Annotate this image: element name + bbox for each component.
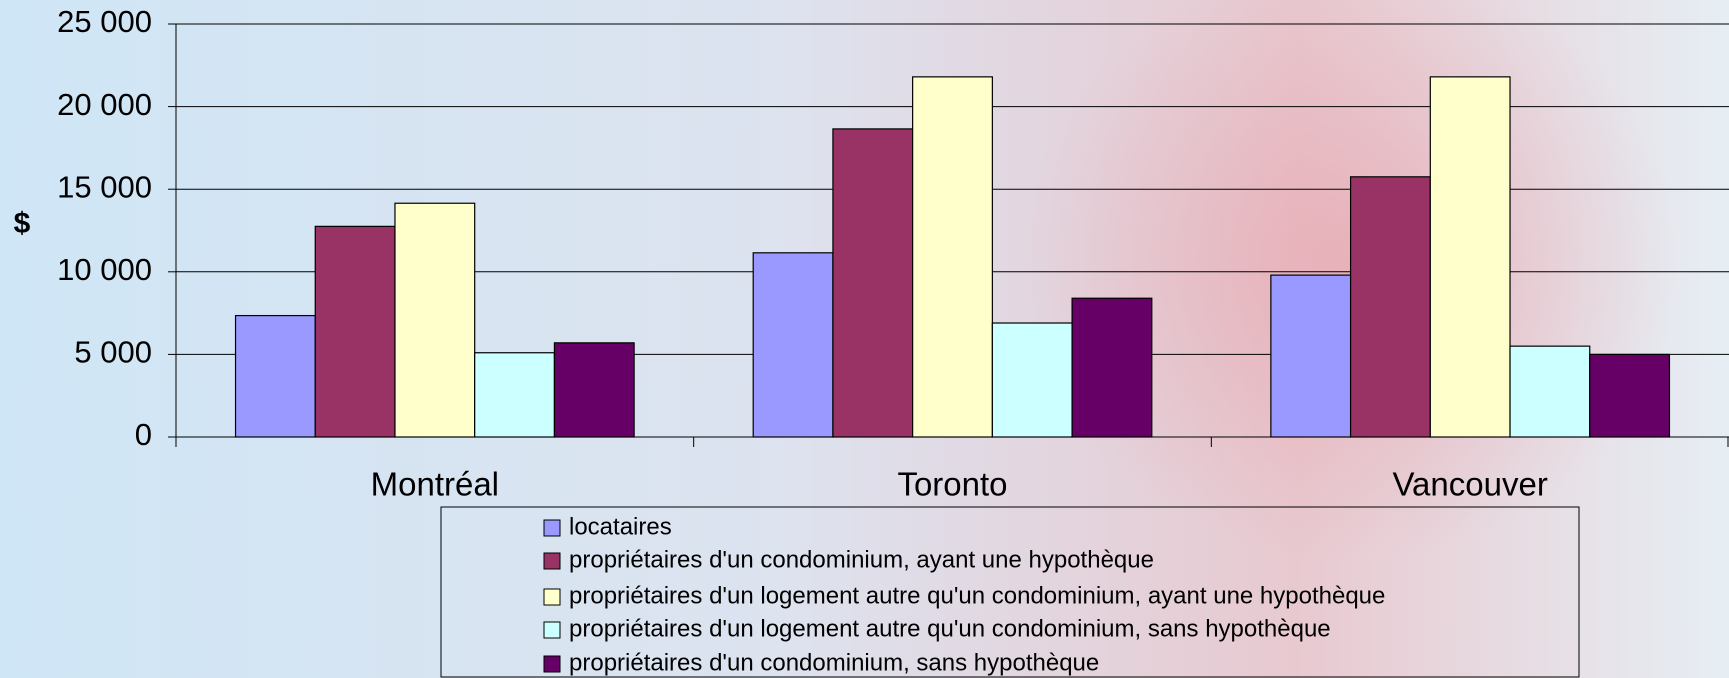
bar	[912, 76, 993, 438]
x-tick-label: Toronto	[897, 466, 1007, 503]
y-tick-label: 0	[135, 417, 152, 452]
x-tick-label: Vancouver	[1393, 466, 1548, 503]
bar	[234, 314, 316, 438]
legend-swatch	[543, 588, 561, 606]
bar	[1589, 353, 1671, 438]
bar	[553, 342, 635, 438]
y-tick-label: 20 000	[57, 87, 152, 122]
legend-swatch	[543, 552, 561, 570]
y-tick-label: 5 000	[74, 335, 152, 370]
y-tick-label: 25 000	[57, 4, 152, 39]
legend-label: propriétaires d'un logement autre qu'un …	[569, 615, 1331, 642]
bar	[474, 352, 556, 438]
bar	[1349, 176, 1431, 438]
bar	[1509, 345, 1591, 438]
bar	[1429, 76, 1511, 438]
y-tick-label: 15 000	[57, 169, 152, 204]
bar	[1071, 297, 1153, 438]
legend-box	[440, 506, 1580, 678]
legend-swatch	[543, 519, 561, 537]
y-axis-label: $	[14, 207, 31, 240]
bar	[1270, 274, 1352, 438]
legend-label: locataires	[569, 513, 672, 540]
bar	[832, 128, 914, 438]
y-tick-label: 10 000	[57, 252, 152, 287]
legend-swatch	[543, 621, 561, 639]
legend-label: propriétaires d'un condominium, ayant un…	[569, 546, 1154, 573]
x-tick-label: Montréal	[371, 466, 499, 503]
legend-label: propriétaires d'un condominium, sans hyp…	[569, 649, 1099, 676]
legend-swatch	[543, 655, 561, 673]
legend-label: propriétaires d'un logement autre qu'un …	[569, 582, 1385, 609]
bar	[752, 252, 834, 438]
bar	[394, 202, 476, 438]
bar	[314, 225, 396, 438]
bar	[991, 322, 1073, 438]
